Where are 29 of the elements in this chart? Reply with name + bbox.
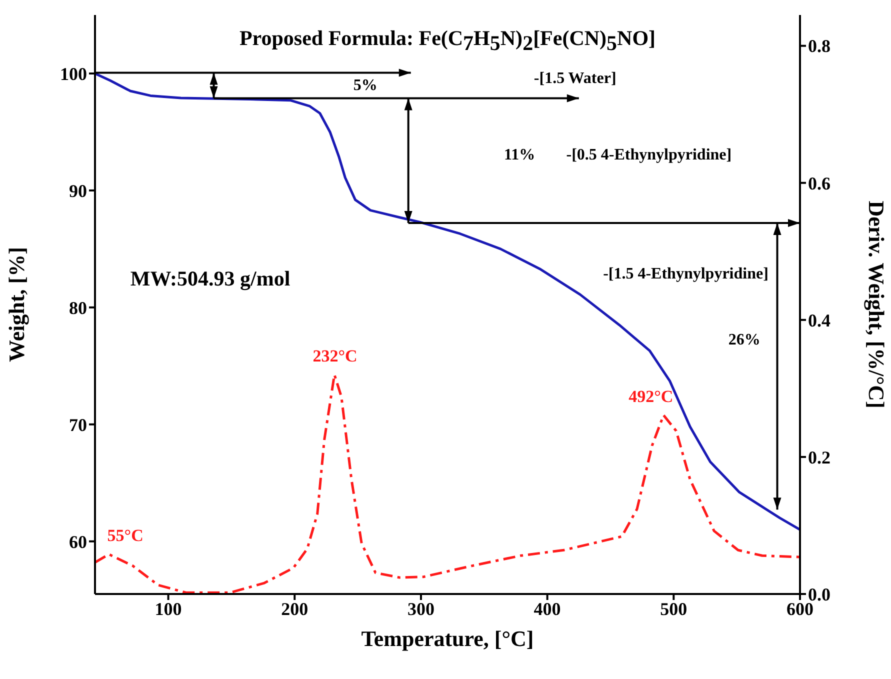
- annotation: -[1.5 4-Ethynylpyridine]: [603, 265, 768, 282]
- y-tick-label: 90: [69, 180, 87, 201]
- annotation: 55°C: [107, 526, 144, 545]
- y2-tick-label: 0.0: [808, 584, 830, 604]
- annotation: 11%: [504, 146, 536, 164]
- annotation: -[1.5 Water]: [534, 70, 616, 88]
- y2-tick-label: 0.2: [808, 447, 830, 468]
- x-tick-label: 500: [660, 598, 688, 619]
- line-series: [95, 72, 800, 531]
- x-tick-label: 300: [407, 598, 434, 619]
- annotation: 232°C: [312, 346, 358, 366]
- y-tick-label: 80: [69, 298, 87, 318]
- y2-tick-label: 0.4: [808, 310, 830, 330]
- annotation: 492°C: [628, 387, 674, 406]
- y-axis-title: Weight, [%]: [4, 247, 29, 362]
- x-tick-label: 100: [154, 598, 182, 619]
- x-tick-label: 200: [281, 598, 308, 619]
- y2-tick-label: 0.8: [808, 36, 830, 56]
- y2-tick-label: 0.6: [808, 173, 830, 194]
- annotation: 26%: [728, 331, 760, 348]
- y-tick-label: 100: [60, 64, 87, 84]
- y2-axis-title: Deriv. Weight, [%/°C]: [864, 200, 890, 408]
- annotation: 5%: [353, 77, 378, 94]
- x-axis-title: Temperature, [°C]: [361, 626, 534, 651]
- x-tick-label: 400: [534, 598, 561, 619]
- annotation: MW:504.93 g/mol: [130, 266, 290, 290]
- annotation: -[0.5 4-Ethynylpyridine]: [566, 146, 732, 164]
- y-tick-label: 60: [69, 532, 87, 552]
- y-tick-label: 70: [69, 414, 87, 435]
